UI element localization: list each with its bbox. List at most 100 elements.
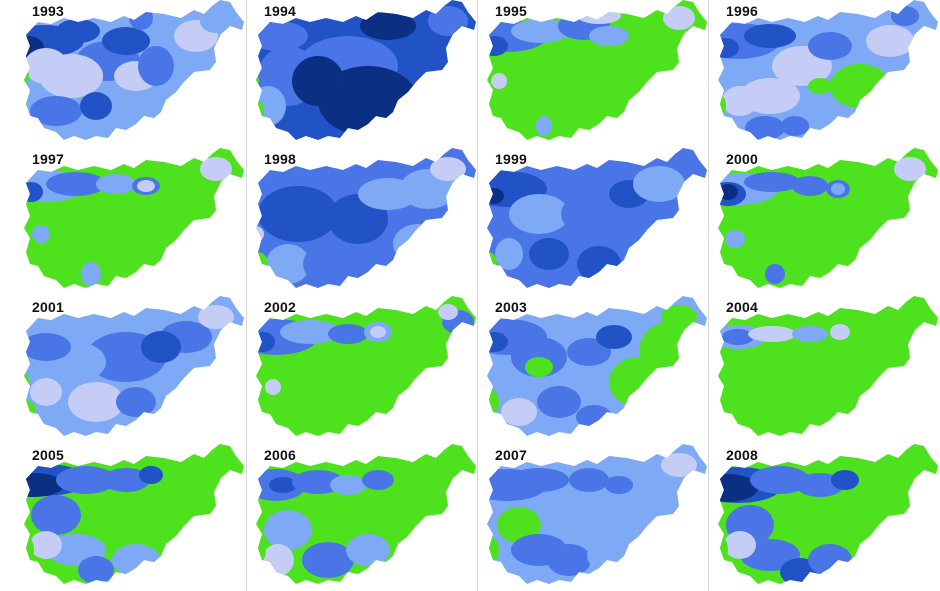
map-region bbox=[430, 157, 466, 181]
map-region bbox=[24, 333, 71, 361]
map-region bbox=[256, 332, 275, 352]
map-region bbox=[256, 226, 264, 242]
map-region bbox=[30, 378, 62, 406]
map-panel-2005: 2005 bbox=[16, 444, 245, 587]
map-region bbox=[661, 305, 697, 329]
map-region bbox=[56, 466, 116, 494]
choropleth-map bbox=[256, 296, 476, 436]
map-region bbox=[718, 38, 739, 58]
map-region bbox=[487, 36, 508, 56]
choropleth-map bbox=[24, 0, 244, 140]
map-region bbox=[718, 184, 738, 200]
map-region bbox=[24, 400, 36, 424]
map-region bbox=[137, 180, 155, 192]
map-region bbox=[744, 24, 796, 48]
map-region bbox=[509, 468, 569, 492]
map-region bbox=[536, 116, 552, 136]
map-panel-2003: 2003 bbox=[479, 296, 708, 439]
map-region bbox=[831, 183, 845, 195]
choropleth-map bbox=[487, 148, 707, 288]
panel-year-label: 2002 bbox=[264, 299, 296, 315]
map-panel-2008: 2008 bbox=[710, 444, 939, 587]
choropleth-map bbox=[24, 444, 244, 584]
map-region bbox=[302, 542, 354, 578]
map-region bbox=[292, 56, 344, 106]
map-region bbox=[31, 495, 81, 535]
map-region bbox=[744, 172, 800, 192]
choropleth-map bbox=[718, 148, 938, 288]
map-region bbox=[266, 244, 310, 284]
panel-year-label: 1999 bbox=[495, 151, 527, 167]
panel-year-label: 1994 bbox=[264, 3, 296, 19]
panel-year-label: 2005 bbox=[32, 447, 64, 463]
map-region bbox=[589, 26, 629, 46]
map-region bbox=[24, 473, 64, 497]
choropleth-map bbox=[256, 0, 476, 140]
map-region bbox=[346, 534, 390, 566]
map-region bbox=[129, 6, 153, 30]
map-region bbox=[894, 157, 926, 181]
map-region bbox=[78, 556, 114, 584]
map-region bbox=[46, 172, 106, 196]
map-panel-2004: 2004 bbox=[710, 296, 939, 439]
map-region bbox=[567, 338, 611, 366]
map-region bbox=[68, 382, 124, 422]
panel-year-label: 2004 bbox=[726, 299, 758, 315]
map-region bbox=[722, 329, 754, 345]
map-base-fill bbox=[718, 296, 938, 436]
map-region bbox=[265, 379, 281, 395]
map-region bbox=[256, 21, 308, 51]
map-region bbox=[30, 96, 82, 126]
map-region bbox=[200, 9, 232, 33]
map-panel-1994: 1994 bbox=[248, 0, 477, 143]
map-region bbox=[781, 116, 809, 136]
map-region bbox=[30, 531, 62, 559]
map-region bbox=[529, 238, 569, 270]
map-region bbox=[607, 495, 671, 545]
map-region bbox=[393, 224, 443, 264]
panel-year-label: 2008 bbox=[726, 447, 758, 463]
map-region bbox=[569, 468, 609, 492]
choropleth-map bbox=[487, 444, 707, 584]
map-region bbox=[328, 324, 368, 344]
map-region bbox=[724, 531, 756, 559]
map-region bbox=[138, 46, 174, 86]
map-region bbox=[808, 544, 852, 576]
panel-year-label: 2000 bbox=[726, 151, 758, 167]
choropleth-map bbox=[256, 148, 476, 288]
map-region bbox=[256, 536, 266, 564]
map-region bbox=[576, 405, 612, 429]
map-region bbox=[438, 304, 458, 320]
map-region bbox=[891, 6, 919, 26]
map-region bbox=[718, 536, 728, 564]
map-region bbox=[661, 453, 697, 477]
map-region bbox=[792, 176, 828, 196]
map-region bbox=[639, 322, 699, 382]
panel-year-label: 2006 bbox=[264, 447, 296, 463]
map-panel-2006: 2006 bbox=[248, 444, 477, 587]
map-region bbox=[360, 12, 416, 40]
map-region bbox=[432, 453, 464, 477]
map-region bbox=[561, 194, 617, 234]
map-panel-1995: 1995 bbox=[479, 0, 708, 143]
map-region bbox=[748, 326, 796, 342]
panel-year-label: 2001 bbox=[32, 299, 64, 315]
map-panel-1999: 1999 bbox=[479, 148, 708, 291]
map-region bbox=[487, 332, 508, 352]
map-region bbox=[792, 326, 828, 342]
map-region bbox=[32, 225, 50, 243]
map-region bbox=[663, 6, 695, 30]
panel-year-label: 1998 bbox=[264, 151, 296, 167]
map-region bbox=[200, 453, 232, 477]
panel-year-label: 1995 bbox=[495, 3, 527, 19]
map-region bbox=[24, 96, 27, 116]
column-divider bbox=[246, 0, 247, 591]
map-region bbox=[491, 73, 507, 89]
map-region bbox=[200, 157, 232, 181]
choropleth-map bbox=[487, 0, 707, 140]
map-panel-1998: 1998 bbox=[248, 148, 477, 291]
map-region bbox=[264, 510, 312, 550]
panel-year-label: 2003 bbox=[495, 299, 527, 315]
map-region bbox=[256, 99, 264, 123]
